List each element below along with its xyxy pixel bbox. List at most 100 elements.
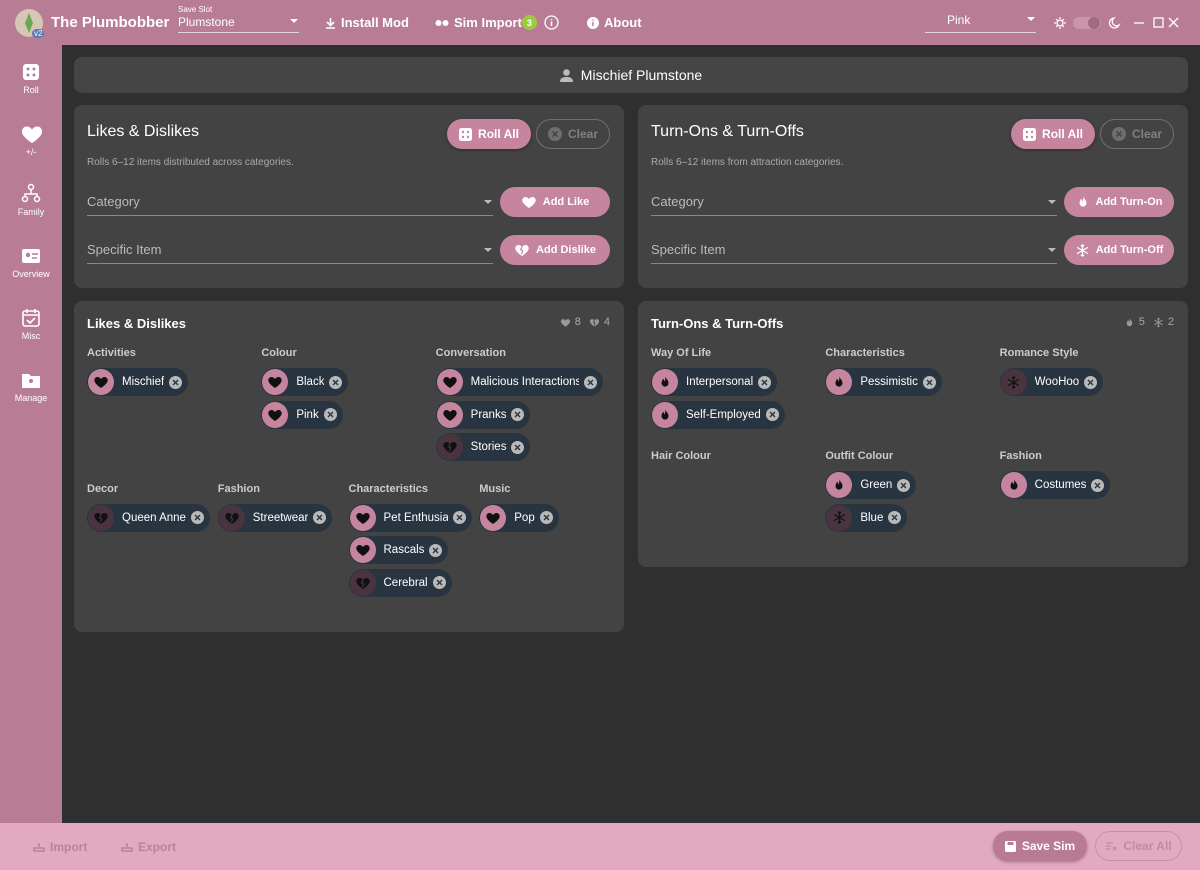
- clear-label: Clear: [567, 127, 599, 141]
- category-group: Romance Style WooHoo: [999, 347, 1174, 433]
- item-name: Pranks: [470, 408, 507, 421]
- remove-icon: [543, 514, 550, 521]
- clear-button[interactable]: Clear: [1100, 119, 1174, 149]
- broken-heart-icon: [589, 318, 599, 327]
- item-name: WooHoo: [1034, 376, 1080, 388]
- remove-item-button[interactable]: [190, 511, 204, 524]
- field-placeholder: Specific Item: [87, 242, 162, 257]
- remove-item-button[interactable]: [169, 375, 183, 389]
- remove-icon: [327, 411, 334, 418]
- snowflake-icon: [1007, 375, 1020, 389]
- item-icon: [652, 369, 678, 395]
- remove-item-button[interactable]: [453, 511, 467, 524]
- sidebar-label: Family: [17, 207, 45, 217]
- category-label: Activities: [87, 347, 136, 359]
- save-slot-label: Save Slot: [178, 5, 213, 14]
- sim-header: Mischief Plumstone: [74, 57, 1188, 93]
- remove-icon: [316, 514, 323, 521]
- add-button[interactable]: Add Like: [500, 187, 610, 217]
- remove-item-button[interactable]: [429, 543, 443, 557]
- sidebar-item[interactable]: Overview: [0, 245, 62, 279]
- category-group: Activities Mischief: [87, 347, 261, 466]
- roll-all-button[interactable]: Roll All: [447, 119, 531, 149]
- sidebar-item[interactable]: Manage: [0, 369, 62, 403]
- glasses-icon: [435, 19, 449, 26]
- remove-item-button[interactable]: [922, 375, 936, 389]
- panel-hint: Rolls 6–12 items from attraction categor…: [651, 157, 844, 168]
- import-button[interactable]: Import: [33, 823, 87, 870]
- remove-item-button[interactable]: [432, 576, 446, 589]
- sidebar-item[interactable]: Family: [0, 183, 62, 217]
- category-label: Outfit Colour: [825, 450, 894, 462]
- sidebar-label: Roll: [23, 85, 39, 95]
- category-label: Fashion: [999, 450, 1042, 462]
- remove-item-button[interactable]: [888, 511, 902, 524]
- item-chip: Blue: [825, 503, 908, 532]
- category-group: Conversation Malicious Interactions Pranks…: [435, 347, 610, 466]
- remove-item-button[interactable]: [313, 511, 327, 524]
- count: 4: [589, 316, 610, 328]
- export-button[interactable]: Export: [121, 823, 176, 870]
- save-slot-value: Plumstone: [178, 15, 235, 29]
- select-field[interactable]: Category: [87, 188, 493, 216]
- category-group: Fashion Streetwear: [217, 483, 349, 602]
- remove-item-button[interactable]: [511, 408, 525, 421]
- item-name: Cerebral: [383, 576, 428, 589]
- remove-item-button[interactable]: [758, 375, 772, 389]
- remove-item-button[interactable]: [1084, 375, 1098, 389]
- snowflake-icon: [833, 511, 846, 524]
- dropdown-arrow: [290, 19, 298, 23]
- remove-item-button[interactable]: [1091, 478, 1105, 492]
- info-button[interactable]: [544, 15, 559, 30]
- version-badge: v2: [32, 29, 45, 38]
- save-slot-select[interactable]: Plumstone: [178, 15, 299, 33]
- remove-item-button[interactable]: [539, 511, 553, 524]
- item-chip: Self-Employed: [651, 400, 785, 429]
- select-field[interactable]: Specific Item: [651, 236, 1057, 264]
- clear-all-button[interactable]: Clear All: [1095, 831, 1182, 861]
- sidebar-item[interactable]: +/-: [0, 123, 62, 157]
- about-button[interactable]: About: [587, 0, 642, 45]
- item-name: Blue: [860, 511, 884, 524]
- sidebar-icon: [22, 309, 40, 327]
- sim-import-button[interactable]: Sim Import 3: [435, 0, 537, 45]
- window-controls: [1054, 17, 1179, 29]
- sidebar-item[interactable]: Misc: [0, 307, 62, 341]
- remove-item-button[interactable]: [323, 408, 337, 421]
- remove-item-button[interactable]: [329, 375, 343, 389]
- footer-bar: Import Export Save Sim Clear All: [0, 823, 1200, 870]
- remove-item-button[interactable]: [583, 375, 597, 389]
- category-row: Way Of Life Interpersonal Self-Employed Cha…: [651, 347, 1174, 433]
- category-label: Way Of Life: [651, 347, 712, 359]
- select-field[interactable]: Specific Item: [87, 236, 493, 264]
- select-field[interactable]: Category: [651, 188, 1057, 216]
- add-button[interactable]: Add Dislike: [500, 235, 610, 265]
- remove-item-button[interactable]: [897, 478, 911, 492]
- item-chip: Malicious Interactions: [435, 368, 603, 396]
- add-button[interactable]: Add Turn-On: [1064, 187, 1174, 217]
- item-name: Mischief: [122, 376, 165, 388]
- remove-icon: [1087, 379, 1094, 385]
- remove-item-button[interactable]: [511, 440, 525, 454]
- flame-icon: [661, 408, 669, 420]
- heart-icon: [522, 197, 536, 208]
- roll-all-label: Roll All: [478, 127, 519, 141]
- roll-all-label: Roll All: [1042, 127, 1083, 141]
- item-icon: [436, 434, 463, 460]
- item-chip: Green: [825, 471, 917, 499]
- item-name: Malicious Interactions: [470, 376, 579, 388]
- remove-icon: [456, 514, 463, 521]
- add-button[interactable]: Add Turn-Off: [1064, 235, 1174, 265]
- sidebar-item[interactable]: Roll: [0, 61, 62, 95]
- install-mod-button[interactable]: Install Mod: [325, 0, 409, 45]
- item-name: Pessimistic: [860, 376, 918, 388]
- clear-all-label: Clear All: [1123, 839, 1172, 853]
- save-sim-button[interactable]: Save Sim: [993, 831, 1087, 861]
- roll-all-button[interactable]: Roll All: [1011, 119, 1095, 149]
- export-label: Export: [138, 839, 177, 854]
- count-value: 8: [574, 316, 581, 328]
- remove-item-button[interactable]: [765, 408, 779, 421]
- theme-select[interactable]: Pink: [925, 13, 1036, 33]
- clear-button[interactable]: Clear: [536, 119, 610, 149]
